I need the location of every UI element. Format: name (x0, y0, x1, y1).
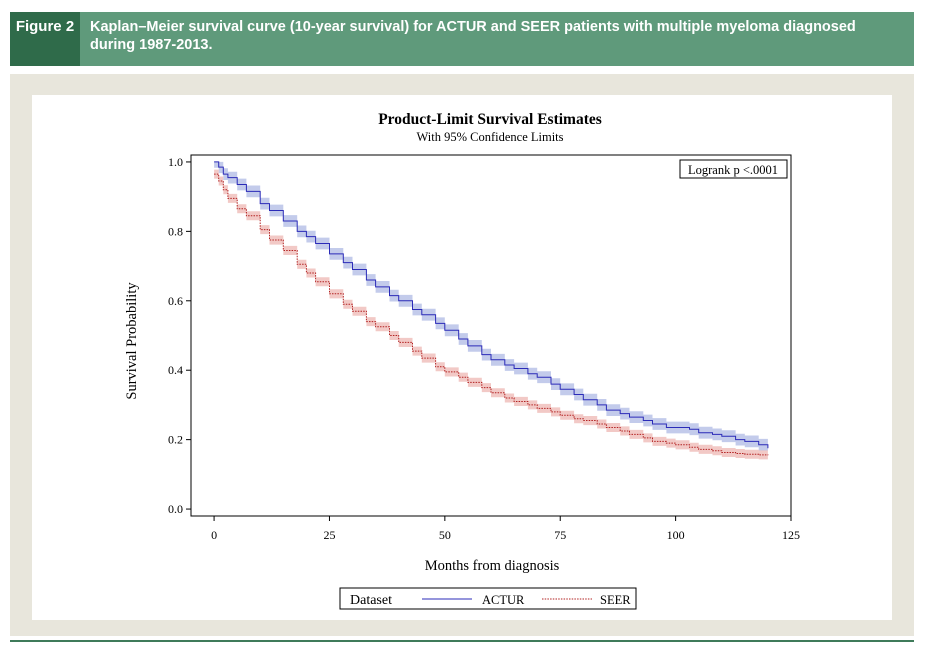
y-tick-label: 0.4 (168, 363, 183, 377)
ci-band-seer (214, 169, 768, 460)
figure-header: Figure 2 Kaplan–Meier survival curve (10… (10, 12, 914, 66)
legend-box (339, 587, 637, 610)
x-tick-label: 0 (211, 528, 217, 542)
y-tick-label: 0.0 (168, 502, 183, 516)
confidence-bands (214, 161, 768, 460)
y-tick-label: 0.8 (168, 224, 183, 238)
legend-label-seer: SEER (600, 593, 631, 607)
legend: Dataset ACTUR SEER (339, 587, 637, 610)
survival-line-seer (214, 173, 769, 456)
y-tick-label: 0.6 (168, 294, 183, 308)
legend-title: Dataset (350, 593, 392, 608)
chart-subtitle: With 95% Confidence Limits (416, 130, 563, 144)
logrank-annotation: Logrank p <.0001 (679, 159, 788, 179)
x-axis-ticks: 0 25 50 75 100 125 (211, 516, 800, 542)
y-tick-label: 0.2 (168, 433, 183, 447)
bottom-rule (10, 640, 914, 642)
x-tick-label: 25 (323, 528, 335, 542)
legend-label-actur: ACTUR (482, 593, 525, 607)
logrank-box (679, 159, 788, 179)
x-tick-label: 75 (554, 528, 566, 542)
ci-band-actur (214, 161, 768, 455)
logrank-text: Logrank p <.0001 (688, 163, 778, 177)
survival-line-actur (214, 161, 769, 449)
x-tick-label: 50 (439, 528, 451, 542)
y-axis-label: Survival Probability (124, 282, 140, 400)
survival-lines (214, 161, 769, 456)
x-axis-label: Months from diagnosis (425, 558, 560, 574)
plot-panel: Product-Limit Survival Estimates With 95… (32, 95, 892, 620)
plot-frame (190, 154, 792, 517)
y-axis-ticks: 0.0 0.2 0.4 0.6 0.8 1.0 (168, 155, 191, 516)
x-tick-label: 125 (782, 528, 800, 542)
survival-chart: Product-Limit Survival Estimates With 95… (124, 111, 800, 610)
figure-caption: Kaplan–Meier survival curve (10-year sur… (90, 19, 856, 53)
x-tick-label: 100 (667, 528, 685, 542)
figure-label: Figure 2 (10, 12, 80, 66)
chart-title: Product-Limit Survival Estimates (378, 111, 602, 128)
y-tick-label: 1.0 (168, 155, 183, 169)
